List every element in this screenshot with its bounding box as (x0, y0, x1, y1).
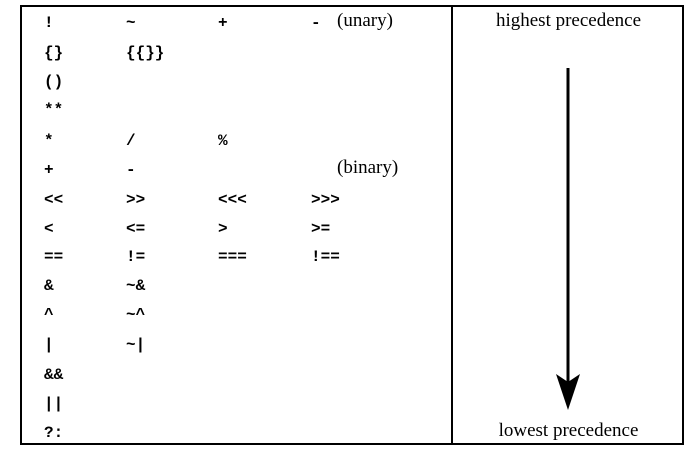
operator-token: ~^ (126, 306, 146, 324)
operator-token: === (218, 248, 247, 266)
operator-token: <<< (218, 191, 247, 209)
operator-token: | (44, 336, 54, 354)
operator-token: {{}} (126, 44, 165, 62)
precedence-arrow-icon (556, 68, 580, 410)
operator-token: < (44, 220, 54, 238)
operator-token: + (44, 161, 54, 179)
operator-token: || (44, 395, 64, 413)
operator-token: ! (44, 14, 54, 32)
operator-token: >> (126, 191, 146, 209)
operator-token: ~& (126, 277, 146, 295)
operator-token: & (44, 277, 54, 295)
operator-token: () (44, 73, 64, 91)
lowest-precedence-label: lowest precedence (498, 420, 639, 441)
operator-token: * (44, 132, 54, 150)
operator-token: != (126, 248, 146, 266)
operator-token: >>> (311, 191, 340, 209)
precedence-table-frame (20, 5, 684, 445)
operator-token: - (126, 161, 136, 179)
operator-token: % (218, 132, 228, 150)
operator-token: ~ (126, 14, 136, 32)
operator-token: !== (311, 248, 340, 266)
operator-token: <= (126, 220, 146, 238)
highest-precedence-label: highest precedence (495, 10, 642, 31)
operator-note: (binary) (337, 157, 399, 178)
operator-note: (unary) (337, 10, 393, 31)
operator-token: >= (311, 220, 331, 238)
operator-token: << (44, 191, 64, 209)
operator-token: ^ (44, 306, 54, 324)
operator-token: ~| (126, 336, 146, 354)
operator-token: && (44, 366, 64, 384)
operator-token: / (126, 132, 136, 150)
operator-token: - (311, 14, 321, 32)
operator-token: > (218, 220, 228, 238)
column-divider (451, 5, 453, 445)
operator-token: + (218, 14, 228, 32)
operator-token: == (44, 248, 64, 266)
operator-token: ** (44, 101, 64, 119)
operator-token: {} (44, 44, 64, 62)
operator-token: ?: (44, 424, 64, 442)
